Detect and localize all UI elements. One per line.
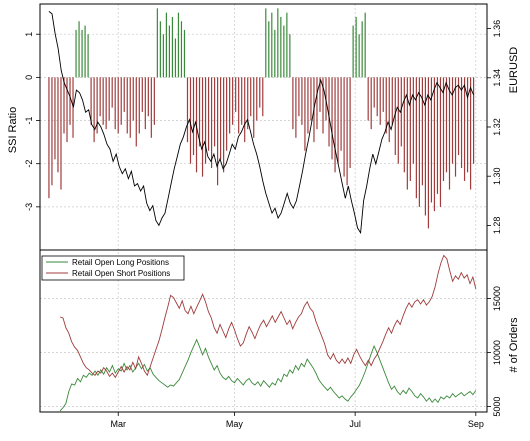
- y-axis-label-right-top: EURUSD: [508, 47, 520, 94]
- legend: Retail Open Long Positions Retail Open S…: [41, 255, 185, 281]
- y-tick-label-left: 0: [24, 75, 34, 80]
- y-tick-label-right: 1.36: [492, 20, 502, 38]
- y-tick-label-right: 5000: [492, 397, 502, 417]
- y-tick-label-left: -1: [24, 117, 34, 125]
- y-tick-label-left: 1: [24, 32, 34, 37]
- x-tick-label: May: [226, 419, 244, 429]
- y-tick-label-right: 1.34: [492, 69, 502, 87]
- eurusd-price-line: [48, 11, 475, 235]
- legend-label-short: Retail Open Short Positions: [72, 269, 170, 278]
- y-tick-label-right: 1.32: [492, 118, 502, 136]
- x-tick-label: Mar: [110, 419, 126, 429]
- legend-box: [41, 255, 185, 281]
- y-axis-label-right-bottom: # of Orders: [508, 317, 520, 373]
- x-tick-label: Sep: [468, 419, 484, 429]
- short-positions-line: [59, 254, 477, 379]
- long-positions-line: [59, 338, 477, 412]
- y-tick-label-left: -3: [24, 203, 34, 211]
- y-tick-label-right: 10000: [492, 340, 502, 365]
- legend-label-long: Retail Open Long Positions: [72, 258, 169, 267]
- y-tick-label-right: 1.30: [492, 167, 502, 185]
- y-axis-label-left: SSI Ratio: [7, 107, 19, 153]
- y-tick-label-right: 1.28: [492, 217, 502, 235]
- y-tick-label-left: -2: [24, 160, 34, 168]
- bottom-panel-frame: [39, 249, 488, 413]
- x-tick-label: Jul: [349, 419, 361, 429]
- y-tick-label-right: 15000: [492, 286, 502, 311]
